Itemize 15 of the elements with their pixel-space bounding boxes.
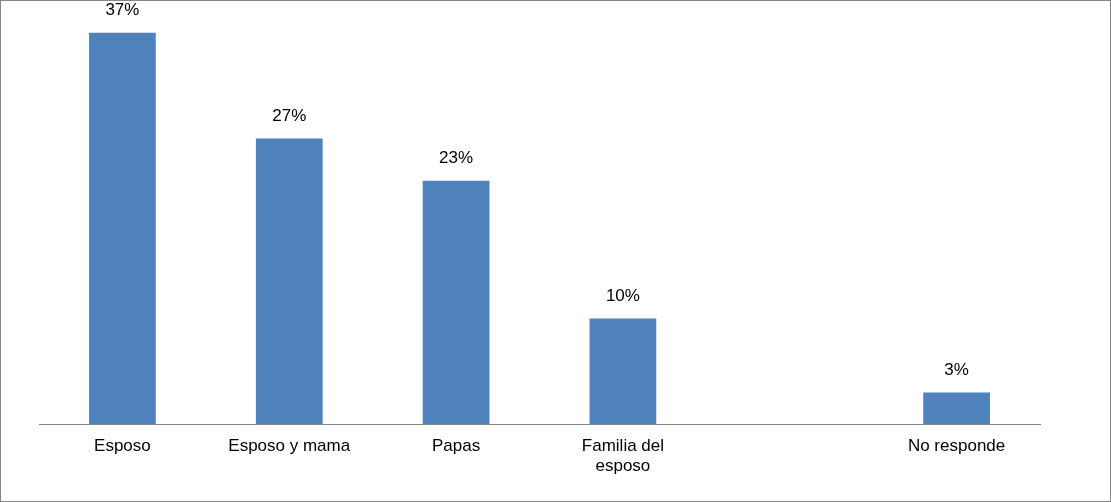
data-label: 27% xyxy=(272,105,307,125)
x-tick-label: Papas xyxy=(431,436,481,456)
x-tick-label: Familia del esposo xyxy=(581,436,665,476)
data-label: 10% xyxy=(605,285,640,305)
bar xyxy=(923,392,990,425)
x-tick-label: Esposo xyxy=(94,436,151,456)
bar xyxy=(89,32,156,425)
bar xyxy=(255,138,323,425)
x-tick-label: Esposo y mama xyxy=(228,436,351,456)
data-label: 23% xyxy=(439,148,474,168)
data-label: 3% xyxy=(944,359,969,379)
bar xyxy=(422,180,490,425)
x-tick-label: No responde xyxy=(907,436,1006,456)
data-label: 37% xyxy=(105,0,140,19)
bar xyxy=(589,318,657,425)
